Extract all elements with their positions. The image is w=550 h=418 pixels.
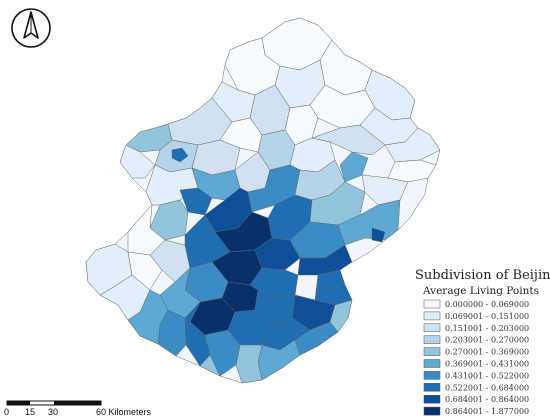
- legend-label: 0.522001 - 0.684000: [445, 383, 529, 392]
- legend-swatch: [423, 311, 441, 321]
- north-arrow-icon: [11, 8, 51, 48]
- legend-swatch: [423, 371, 441, 380]
- legend-swatch: [423, 347, 441, 356]
- legend-label: 0.431001 - 0.522000: [445, 371, 529, 380]
- legend-swatch: [423, 299, 441, 309]
- legend-swatch: [423, 406, 441, 416]
- legend-label: 0.151001 - 0.203000: [445, 324, 529, 333]
- legend-swatch: [423, 383, 441, 392]
- legend-label: 0.000000 - 0.069000: [445, 300, 529, 309]
- legend-label: 0.270001 - 0.369000: [445, 348, 529, 357]
- legend-label: 0.684001 - 0.864000: [445, 395, 529, 404]
- legend-swatch: [423, 323, 441, 333]
- scale-tick-60: 60 Kilometers: [96, 407, 152, 417]
- legend-label: 0.203001 - 0.270000: [445, 336, 529, 345]
- scale-bar: 0 15 30 60 Kilometers: [4, 400, 152, 417]
- legend-label: 0.069001 - 0.151000: [445, 312, 529, 321]
- legend-title: Subdivision of Beijing: [415, 268, 550, 283]
- scale-tick-30: 30: [48, 407, 58, 417]
- map-legend: Subdivision of Beijing Average Living Po…: [415, 268, 550, 416]
- scale-tick-0: 0: [4, 407, 9, 417]
- legend-items: 0.000000 - 0.069000 0.069001 - 0.151000 0.…: [423, 299, 529, 416]
- scale-tick-15: 15: [25, 407, 35, 417]
- beijing-districts: [85, 17, 441, 384]
- legend-swatch: [423, 394, 441, 404]
- legend-label: 0.369001 - 0.431000: [445, 360, 529, 369]
- legend-subtitle: Average Living Points: [422, 285, 539, 297]
- legend-label: 0.864001 - 1.877000: [445, 407, 529, 416]
- legend-swatch: [423, 335, 441, 344]
- legend-swatch: [423, 359, 441, 368]
